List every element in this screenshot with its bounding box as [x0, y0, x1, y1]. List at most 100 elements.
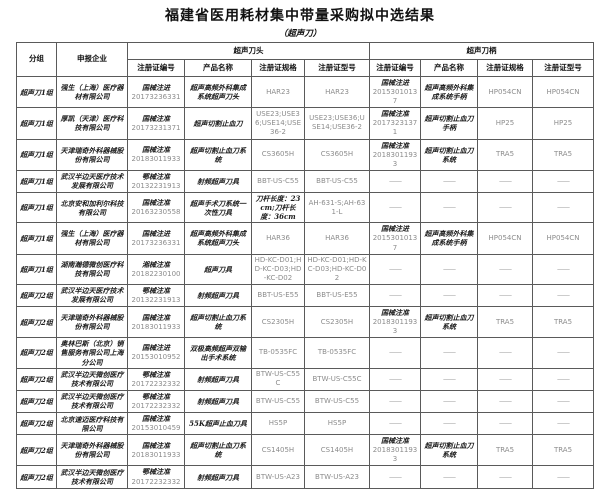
cell-handle-cert: 国械注准 20183011933 [369, 306, 421, 339]
cell-head-spec: BTW-US-C55C [251, 367, 305, 391]
document-page: 福建省医用耗材集中带量采购拟中选结果 （超声刀） 分组 申报企业 超声刀头 超声… [16, 8, 594, 489]
cell-head-name: 射频超声刀具 [184, 169, 252, 194]
cell-handle-model: HP25 [532, 107, 594, 140]
table-row: 超声刀1组 厚凯（天津）医疗科技有限公司 国械注准 20173231371 超声切割止血… [16, 107, 594, 140]
results-table: 分组 申报企业 超声刀头 超声刀柄 注册证编号 产品名称 注册证规格 注册证型号… [16, 42, 594, 489]
cell-handle-cert: 国械注准 20173231371 [369, 107, 421, 140]
cell-group: 超声刀1组 [16, 253, 57, 285]
cell-handle-cert: 国械注准 20183011933 [369, 434, 421, 467]
col-group-header-knife-head: 超声刀头 [127, 42, 370, 60]
cell-head-model: USE23;USE36;USE14;USE36-2 [304, 107, 370, 140]
table-row: 超声刀1组 北京安和加利尔科技有限公司 国械注准 20163230558 超声手术刀系统… [16, 192, 594, 224]
cell-company: 武汉半边天微创医疗技术有限公司 [56, 465, 128, 489]
cell-group: 超声刀2组 [16, 337, 57, 369]
cell-head-model: CS3605H [304, 138, 370, 171]
table-header: 分组 申报企业 超声刀头 超声刀柄 注册证编号 产品名称 注册证规格 注册证型号… [16, 42, 594, 77]
cell-handle-cert: —— [369, 367, 421, 391]
cell-handle-name: 超声切割止血刀系统 [420, 306, 478, 339]
cell-handle-model: TRA5 [532, 306, 594, 339]
cell-group: 超声刀2组 [16, 465, 57, 489]
cell-handle-cert: 国械注准 20183011933 [369, 138, 421, 171]
col-header-group: 分组 [16, 42, 57, 77]
cert-type-label: 鄂械注准 [142, 171, 170, 181]
cell-head-name: 超声切割止血刀系统 [184, 306, 252, 339]
cell-handle-model: —— [532, 283, 594, 308]
cell-head-spec: CS3605H [251, 138, 305, 171]
cell-handle-model: HP054CN [532, 222, 594, 255]
cell-company: 奥林巴斯（北京）销售服务有限公司上海分公司 [56, 337, 128, 369]
col-group-header-knife-handle: 超声刀柄 [369, 42, 594, 60]
cell-head-spec: TB-0535FC [251, 337, 305, 369]
cell-handle-name: —— [420, 283, 478, 308]
cell-handle-name: —— [420, 337, 478, 369]
cert-type-label: 鄂械注准 [142, 391, 170, 401]
table-row: 超声刀1组 强生（上海）医疗器材有限公司 国械注进 20173236331 超声高频外科… [16, 75, 594, 109]
table-row: 超声刀2组 天津瑞奇外科器械股份有限公司 国械注准 20183011933 超声切割止血… [16, 306, 594, 339]
cell-head-model: TB-0535FC [304, 337, 370, 369]
cell-head-model: HD-KC-D01;HD-KC-D03;HD-KC-D02 [304, 253, 370, 285]
cell-head-model: BBT-US-C55 [304, 169, 370, 194]
cell-head-cert: 湘械注准 20182230100 [127, 253, 185, 285]
cell-handle-spec: TRA5 [477, 138, 533, 171]
cell-head-spec: CS2305H [251, 306, 305, 339]
col-header-handle-spec: 注册证规格 [477, 59, 533, 77]
cert-type-label: 国械注进 [381, 78, 409, 87]
cert-type-label: 国械注进 [142, 228, 170, 238]
cert-number: 20182230100 [131, 269, 181, 278]
cell-handle-spec: —— [477, 337, 533, 369]
cert-number: 20153010459 [131, 424, 181, 433]
cell-company: 武汉半边天医疗技术发展有限公司 [56, 283, 128, 308]
cell-head-model: HAR36 [304, 222, 370, 255]
cell-handle-model: —— [532, 253, 594, 285]
cell-handle-name: 超声切割止血刀系统 [420, 138, 478, 171]
page-subtitle: （超声刀） [278, 29, 322, 39]
cell-handle-model: —— [532, 367, 594, 391]
cell-head-name: 超声手术刀系统一次性刀具 [184, 192, 252, 224]
cell-handle-name: 超声切割止血刀手柄 [420, 107, 478, 140]
cell-handle-spec: —— [477, 253, 533, 285]
cell-head-cert: 鄂械注准 20172232332 [127, 465, 185, 489]
cell-head-name: 超声高频外科集成系统超声刀头 [184, 75, 252, 109]
cell-handle-spec: —— [477, 283, 533, 308]
cell-handle-model: HP054CN [532, 75, 594, 109]
cell-group: 超声刀1组 [16, 75, 57, 109]
cert-type-label: 国械注进 [142, 343, 170, 353]
cell-handle-spec: TRA5 [477, 306, 533, 339]
cell-company: 武汉半边天医疗技术发展有限公司 [56, 169, 128, 194]
cell-head-name: 超声切割止血刀系统 [184, 138, 252, 171]
cell-group: 超声刀2组 [16, 367, 57, 391]
cell-head-cert: 鄂械注准 20132231913 [127, 169, 185, 194]
cell-handle-spec: —— [477, 367, 533, 391]
table-row: 超声刀1组 天津瑞奇外科器械股份有限公司 国械注准 20183011933 超声切割止血… [16, 138, 594, 171]
cert-type-label: 国械注准 [142, 198, 170, 208]
cell-head-model: BTW-US-C55C [304, 367, 370, 391]
cert-type-label: 国械注准 [142, 312, 170, 322]
cell-company: 武汉半边天微创医疗技术有限公司 [56, 389, 128, 414]
cell-head-name: 双极高频超声双输出手术系统 [184, 337, 252, 369]
cell-company: 北京安和加利尔科技有限公司 [56, 192, 128, 224]
cell-head-spec: HS5P [251, 411, 305, 436]
col-header-head-spec: 注册证规格 [251, 59, 305, 77]
cert-number: 20163230558 [131, 208, 181, 217]
cell-head-model: BBT-US-E55 [304, 283, 370, 308]
cert-type-label: 国械注准 [142, 113, 170, 123]
cell-company: 天津瑞奇外科器械股份有限公司 [56, 138, 128, 171]
cert-number: 20183011933 [372, 446, 418, 464]
cert-number: 20183011933 [372, 318, 418, 336]
cell-head-cert: 国械注准 20183011933 [127, 434, 185, 467]
cell-handle-spec: TRA5 [477, 434, 533, 467]
cell-handle-model: —— [532, 337, 594, 369]
cert-number: 20183011933 [131, 450, 181, 459]
table-row: 超声刀1组 武汉半边天医疗技术发展有限公司 鄂械注准 20132231913 射频超声刀… [16, 169, 594, 194]
cell-group: 超声刀2组 [16, 283, 57, 308]
col-header-company: 申报企业 [56, 42, 128, 77]
cell-head-cert: 国械注准 20163230558 [127, 192, 185, 224]
table-row: 超声刀1组 湖南瀚德微创医疗科技有限公司 湘械注准 20182230100 超声刀具 HD… [16, 253, 594, 285]
cell-handle-name: —— [420, 367, 478, 391]
cell-handle-cert: —— [369, 389, 421, 414]
cert-number: 20153010137 [372, 234, 418, 252]
table-row: 超声刀2组 北京速迈医疗科技有限公司 国械注准 20153010459 55K超声止血刀… [16, 411, 594, 436]
cert-number: 20172232332 [131, 379, 181, 388]
col-header-head-model: 注册证型号 [304, 59, 370, 77]
table-row: 超声刀2组 武汉半边天医疗技术发展有限公司 鄂械注准 20132231913 射频超声刀… [16, 283, 594, 308]
